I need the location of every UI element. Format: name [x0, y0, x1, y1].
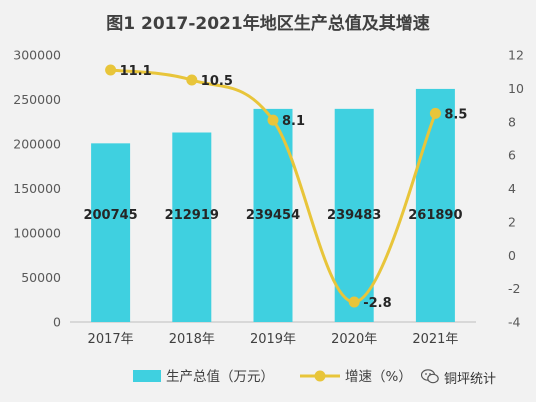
right-y-tick-label: 0 [508, 248, 516, 263]
bar-data-label: 212919 [165, 208, 219, 223]
bar-data-label: 239483 [327, 208, 381, 223]
right-y-tick-label: 6 [508, 148, 516, 163]
line-data-label: 11.1 [120, 64, 152, 79]
line-data-label: 8.1 [282, 114, 305, 129]
line-data-label: 10.5 [201, 74, 233, 89]
left-y-tick-label: 250000 [13, 92, 61, 107]
x-tick-label: 2019年 [250, 332, 296, 347]
bar-data-label: 200745 [83, 208, 137, 223]
right-y-tick-label: 4 [508, 181, 516, 196]
growth-point [348, 296, 360, 308]
left-y-tick-label: 50000 [21, 270, 61, 285]
x-tick-label: 2020年 [331, 332, 377, 347]
bar-data-label: 239454 [246, 208, 300, 223]
right-y-tick-label: 12 [508, 48, 524, 63]
growth-point [105, 64, 117, 76]
growth-point [186, 74, 198, 86]
right-y-tick-label: -2 [508, 281, 520, 296]
growth-point [429, 107, 441, 119]
bar [334, 108, 374, 322]
bar [172, 132, 212, 322]
bar-data-label: 261890 [408, 208, 462, 223]
right-y-tick-label: 2 [508, 214, 516, 229]
growth-point [267, 114, 279, 126]
right-y-tick-label: 10 [508, 81, 524, 96]
left-y-tick-label: 100000 [13, 226, 61, 241]
right-y-tick-label: 8 [508, 114, 516, 129]
left-y-tick-label: 0 [53, 315, 61, 330]
legend-bar-swatch [133, 370, 161, 382]
line-data-label: 8.5 [444, 107, 467, 122]
left-y-tick-label: 300000 [13, 48, 61, 63]
x-tick-label: 2017年 [88, 332, 134, 347]
watermark: 铜坪统计 [444, 372, 497, 387]
chart-title: 图1 2017-2021年地区生产总值及其增速 [106, 14, 430, 34]
bar [91, 143, 131, 322]
legend-bar-label: 生产总值（万元） [166, 369, 274, 385]
right-y-tick-label: -4 [508, 315, 521, 330]
line-data-label: -2.8 [363, 296, 391, 311]
bar [415, 88, 455, 322]
x-tick-label: 2018年 [169, 332, 215, 347]
left-y-tick-label: 150000 [13, 181, 61, 196]
left-y-tick-label: 200000 [13, 137, 61, 152]
growth-line [110, 68, 437, 304]
x-tick-label: 2021年 [412, 332, 458, 347]
legend-line-marker [314, 370, 326, 382]
legend-line-label: 增速（%） [345, 369, 412, 385]
wechat-icon [421, 369, 439, 384]
